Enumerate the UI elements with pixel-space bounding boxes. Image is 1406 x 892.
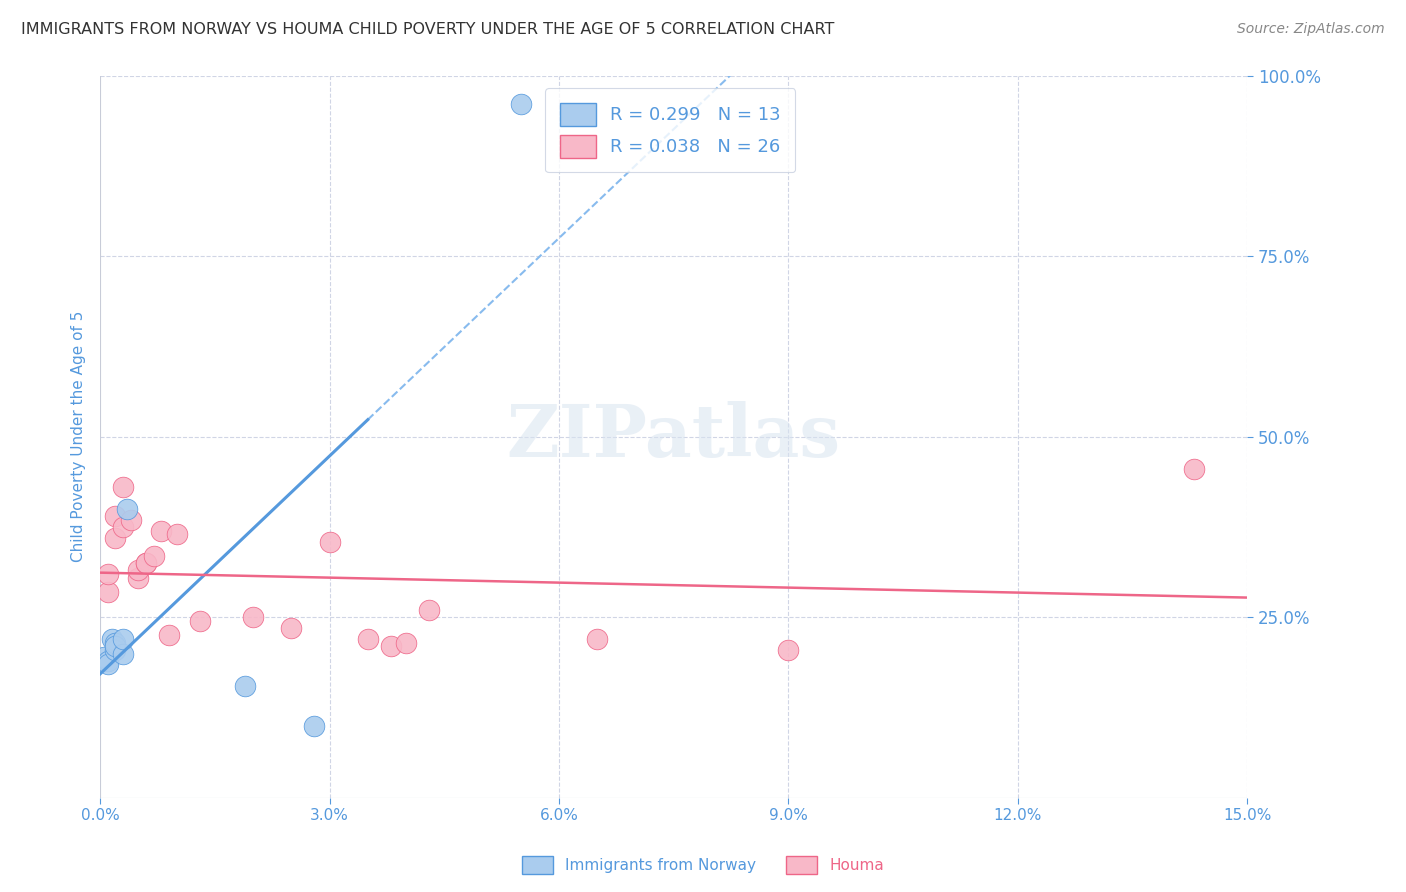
Point	[100, 632, 122, 646]
Point	[157, 628, 180, 642]
Point	[104, 643, 127, 657]
Point	[166, 527, 188, 541]
Point	[93, 650, 115, 665]
Point	[104, 636, 127, 650]
Point	[112, 480, 135, 494]
Point	[97, 567, 120, 582]
Point	[127, 571, 149, 585]
Point	[242, 610, 264, 624]
Point	[304, 719, 326, 733]
Point	[509, 97, 531, 112]
Point	[127, 564, 149, 578]
Point	[104, 531, 127, 545]
Point	[115, 502, 138, 516]
Point	[112, 632, 135, 646]
Point	[135, 556, 157, 570]
Point	[395, 636, 418, 650]
Legend: R = 0.299   N = 13, R = 0.038   N = 26: R = 0.299 N = 13, R = 0.038 N = 26	[546, 88, 796, 172]
Point	[380, 640, 402, 654]
Point	[318, 534, 340, 549]
Point	[1182, 462, 1205, 476]
Point	[112, 520, 135, 534]
Legend: Immigrants from Norway, Houma: Immigrants from Norway, Houma	[516, 850, 890, 880]
Point	[112, 647, 135, 661]
Point	[120, 513, 142, 527]
Point	[97, 657, 120, 672]
Point	[104, 509, 127, 524]
Point	[418, 603, 440, 617]
Text: Source: ZipAtlas.com: Source: ZipAtlas.com	[1237, 22, 1385, 37]
Point	[135, 556, 157, 570]
Point	[778, 643, 800, 657]
Point	[357, 632, 380, 646]
Y-axis label: Child Poverty Under the Age of 5: Child Poverty Under the Age of 5	[72, 311, 86, 563]
Point	[586, 632, 609, 646]
Point	[97, 585, 120, 599]
Text: ZIPatlas: ZIPatlas	[506, 401, 841, 472]
Point	[235, 679, 257, 693]
Point	[142, 549, 165, 563]
Point	[188, 614, 211, 628]
Point	[104, 640, 127, 654]
Point	[280, 621, 302, 635]
Text: IMMIGRANTS FROM NORWAY VS HOUMA CHILD POVERTY UNDER THE AGE OF 5 CORRELATION CHA: IMMIGRANTS FROM NORWAY VS HOUMA CHILD PO…	[21, 22, 835, 37]
Point	[97, 654, 120, 668]
Point	[150, 524, 173, 538]
